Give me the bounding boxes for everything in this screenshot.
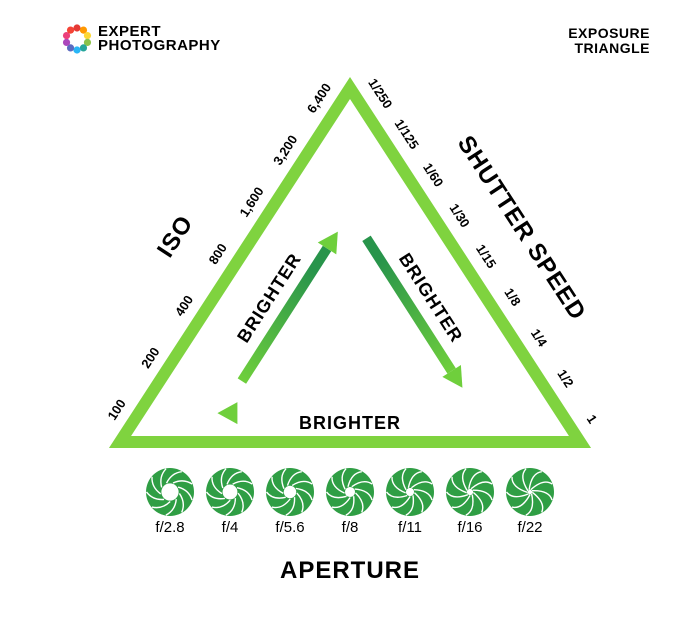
aperture-value: f/16 bbox=[457, 519, 482, 536]
aperture-icon bbox=[326, 468, 374, 516]
aperture-icon bbox=[146, 468, 194, 516]
shutter-tick: 1/125 bbox=[392, 116, 422, 151]
shutter-tick: 1/8 bbox=[501, 285, 523, 308]
shutter-tick: 1/15 bbox=[473, 242, 499, 271]
aperture-value: f/5.6 bbox=[275, 519, 304, 536]
shutter-tick: 1/60 bbox=[420, 160, 446, 189]
outer-triangle bbox=[120, 88, 580, 442]
title-line2: TRIANGLE bbox=[568, 41, 650, 56]
aperture-value: f/4 bbox=[222, 519, 239, 536]
aperture-icon bbox=[506, 468, 554, 516]
title-line1: EXPOSURE bbox=[568, 26, 650, 41]
logo-line2: PHOTOGRAPHY bbox=[98, 39, 221, 53]
shutter-tick: 1/250 bbox=[365, 76, 395, 111]
aperture-value: f/22 bbox=[517, 519, 542, 536]
aperture-icon bbox=[266, 468, 314, 516]
aperture-value: f/2.8 bbox=[155, 519, 184, 536]
exposure-triangle-diagram: 1002004008001,6003,2006,400ISO1/2501/125… bbox=[0, 0, 700, 617]
iso-tick: 800 bbox=[206, 241, 230, 267]
logo: EXPERT PHOTOGRAPHY bbox=[62, 24, 221, 54]
aperture-value: f/11 bbox=[398, 519, 422, 536]
iso-tick: 200 bbox=[138, 344, 162, 370]
shutter-tick: 1/30 bbox=[447, 201, 473, 230]
logo-ring-icon bbox=[62, 24, 92, 54]
aperture-icon bbox=[446, 468, 494, 516]
shutter-tick: 1 bbox=[584, 412, 601, 426]
arrow-head-icon bbox=[217, 402, 237, 424]
shutter-tick: 1/2 bbox=[554, 367, 576, 390]
aperture-value: f/8 bbox=[342, 519, 359, 536]
brighter-label: BRIGHTER bbox=[299, 413, 401, 433]
aperture-icon bbox=[206, 468, 254, 516]
iso-tick: 400 bbox=[172, 293, 196, 319]
aperture-label: APERTURE bbox=[280, 557, 420, 584]
iso-tick: 100 bbox=[104, 396, 128, 422]
title: EXPOSURE TRIANGLE bbox=[568, 26, 650, 55]
aperture-icon bbox=[386, 468, 434, 516]
shutter-tick: 1/4 bbox=[528, 326, 551, 350]
iso-label: ISO bbox=[152, 210, 199, 262]
logo-text: EXPERT PHOTOGRAPHY bbox=[98, 25, 221, 54]
